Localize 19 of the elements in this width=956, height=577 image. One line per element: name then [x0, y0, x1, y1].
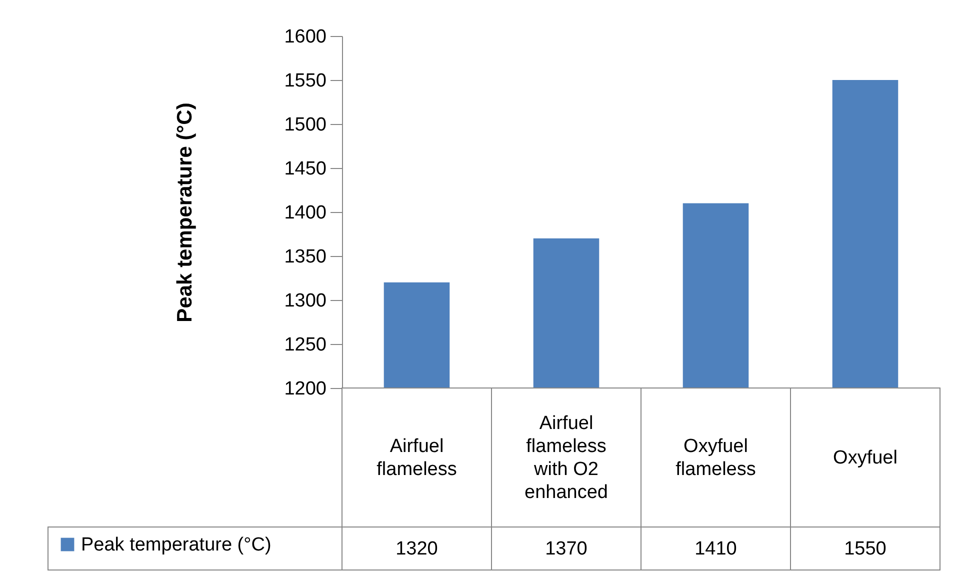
- y-tick-label: 1500: [284, 114, 326, 136]
- data-label: 1550: [844, 538, 886, 560]
- y-tick-label: 1550: [284, 70, 326, 92]
- data-label: 1370: [545, 538, 588, 560]
- x-tick-label: Airfuel flameless with O2 enhanced: [524, 413, 608, 503]
- y-tick-label: 1200: [284, 378, 326, 400]
- y-tick-label: 1250: [284, 334, 326, 356]
- data-label: 1320: [396, 538, 438, 560]
- y-axis-title: Peak temperature (°C): [174, 102, 196, 322]
- x-tick-label: Oxyfuel flameless: [676, 436, 756, 480]
- x-tick-label: Oxyfuel: [833, 448, 898, 468]
- legend-label: Peak temperature (°C): [81, 534, 272, 556]
- y-tick-label: 1400: [284, 202, 326, 224]
- y-tick-label: 1350: [284, 246, 326, 268]
- y-tick-label: 1300: [284, 290, 326, 312]
- y-tick-label: 1600: [284, 26, 326, 48]
- data-label: 1410: [694, 538, 737, 560]
- y-tick-label: 1450: [284, 158, 326, 180]
- x-tick-label: Airfuel flameless: [376, 436, 457, 480]
